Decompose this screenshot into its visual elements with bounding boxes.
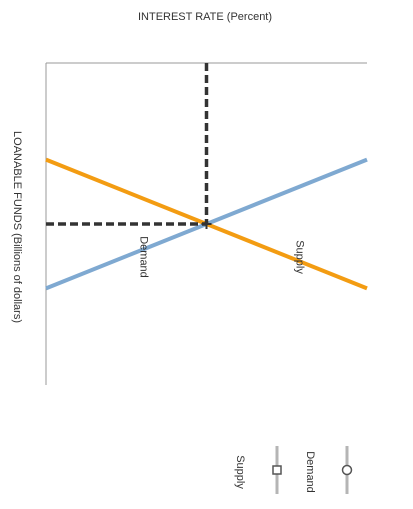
legend: Supply Demand [234,446,353,494]
demand-curve-label: Demand [138,236,150,278]
square-marker-icon [272,465,282,475]
legend-label-supply: Supply [234,455,246,489]
y-axis-title: LOANABLE FUNDS (Billions of dollars) [11,131,23,323]
legend-item-demand[interactable]: Demand [304,446,353,494]
supply-curve-label: Supply [294,240,306,274]
legend-label-demand: Demand [304,451,316,493]
legend-item-supply[interactable]: Supply [234,446,282,494]
circle-marker-icon [341,464,353,476]
x-axis-title: INTEREST RATE (Percent) [138,11,272,23]
equilibrium-guides [46,63,212,229]
